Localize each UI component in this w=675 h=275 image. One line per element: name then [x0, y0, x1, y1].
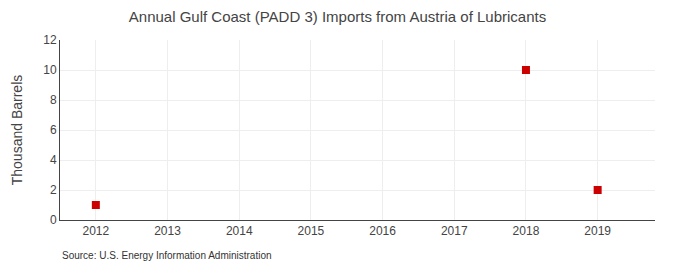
svg-text:12: 12: [43, 33, 57, 47]
svg-text:10: 10: [43, 63, 57, 77]
svg-text:4: 4: [50, 153, 57, 167]
svg-text:2015: 2015: [298, 224, 325, 238]
svg-text:6: 6: [50, 123, 57, 137]
svg-text:Annual Gulf Coast (PADD 3) Imp: Annual Gulf Coast (PADD 3) Imports from …: [129, 8, 546, 25]
svg-text:2016: 2016: [369, 224, 396, 238]
svg-text:Source: U.S. Energy Informatio: Source: U.S. Energy Information Administ…: [62, 250, 272, 261]
svg-text:8: 8: [50, 93, 57, 107]
svg-text:2017: 2017: [441, 224, 468, 238]
svg-text:2: 2: [50, 183, 57, 197]
svg-text:2012: 2012: [82, 224, 109, 238]
svg-text:0: 0: [50, 213, 57, 227]
svg-text:2019: 2019: [584, 224, 611, 238]
svg-text:2013: 2013: [154, 224, 181, 238]
svg-text:Thousand Barrels: Thousand Barrels: [9, 75, 25, 186]
svg-text:2018: 2018: [513, 224, 540, 238]
svg-text:2014: 2014: [226, 224, 253, 238]
